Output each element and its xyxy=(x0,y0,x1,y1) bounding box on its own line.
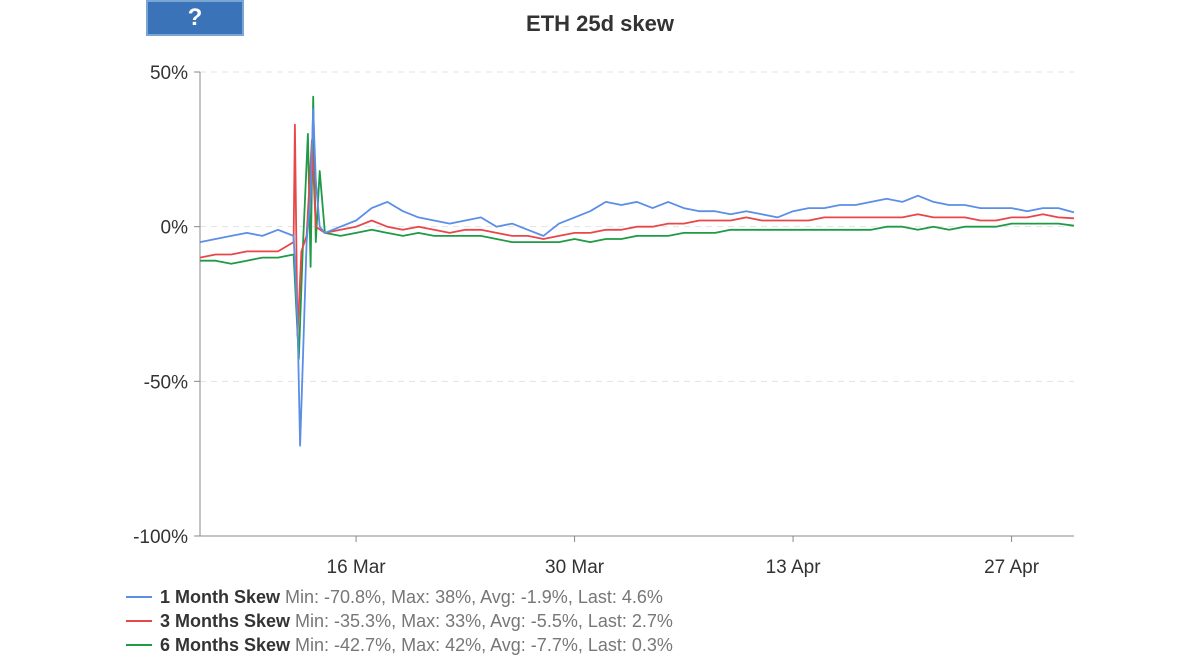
x-tick-label: 30 Mar xyxy=(545,557,605,578)
x-tick-label: 13 Apr xyxy=(766,557,822,578)
legend-item[interactable]: 6 Months Skew Min: -42.7%, Max: 42%, Avg… xyxy=(126,635,673,655)
legend-series-stats: Min: -42.7%, Max: 42%, Avg: -7.7%, Last:… xyxy=(290,635,673,655)
legend-series-name: 1 Month Skew xyxy=(160,587,281,607)
x-tick-label: 27 Apr xyxy=(984,557,1040,578)
legend-label: 6 Months Skew Min: -42.7%, Max: 42%, Avg… xyxy=(160,635,673,655)
help-button[interactable]: ? xyxy=(146,0,244,36)
gridlines xyxy=(200,71,1074,382)
legend-label: 3 Months Skew Min: -35.3%, Max: 33%, Avg… xyxy=(160,611,673,631)
x-tick-label: 16 Mar xyxy=(327,557,387,578)
series-line-3 xyxy=(200,95,1075,360)
series-line-2 xyxy=(199,123,1075,337)
legend-label: 1 Month Skew Min: -70.8%, Max: 38%, Avg:… xyxy=(160,587,663,607)
y-tick-label: 50% xyxy=(150,63,188,84)
series-lines xyxy=(199,95,1075,447)
legend-series-stats: Min: -70.8%, Max: 38%, Avg: -1.9%, Last:… xyxy=(280,587,663,607)
chart-title: ETH 25d skew xyxy=(526,11,675,36)
legend[interactable]: 1 Month Skew Min: -70.8%, Max: 38%, Avg:… xyxy=(126,587,673,655)
y-tick-label: -50% xyxy=(144,372,188,393)
legend-item[interactable]: 3 Months Skew Min: -35.3%, Max: 33%, Avg… xyxy=(126,611,673,631)
y-tick-label: -100% xyxy=(133,527,188,548)
series-line-1 xyxy=(199,108,1075,447)
legend-series-name: 3 Months Skew xyxy=(160,611,291,631)
legend-item[interactable]: 1 Month Skew Min: -70.8%, Max: 38%, Avg:… xyxy=(126,587,663,607)
legend-series-stats: Min: -35.3%, Max: 33%, Avg: -5.5%, Last:… xyxy=(290,611,673,631)
axes: 50% 0% -50% -100% 16 Mar 30 Mar 13 Apr 27 Apr xyxy=(133,63,1074,578)
help-icon: ? xyxy=(187,4,203,31)
y-tick-label: 0% xyxy=(161,218,189,239)
legend-series-name: 6 Months Skew xyxy=(160,635,291,655)
